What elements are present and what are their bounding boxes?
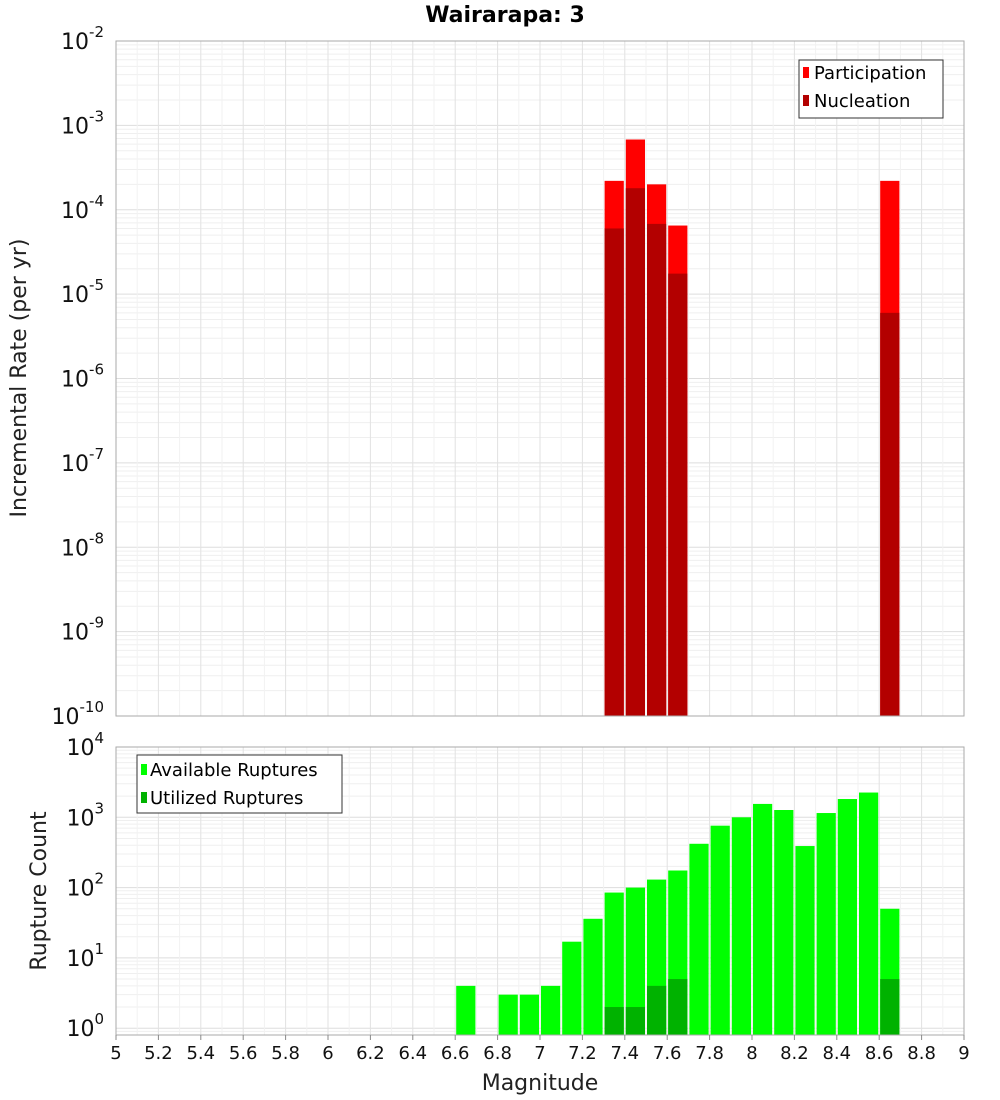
magnitude-x-tick-labels: 5 5.2 5.4 5.6 5.8 6 6.2 6.4 6.6 6.8 7 7.2 7.4 7.6 7.8 8… <box>110 1035 970 1064</box>
x-tick-label: 7 <box>534 1043 545 1064</box>
rate-legend-box <box>798 59 944 119</box>
y-tick-label: 101 <box>66 940 104 972</box>
participation-legend-label: Participation <box>814 63 926 84</box>
available-ruptures-bar <box>731 817 751 1035</box>
chart-title: Wairarapa: 3 <box>425 3 585 28</box>
utilized-ruptures-bar <box>668 979 688 1035</box>
x-axis-title: Magnitude <box>482 1071 599 1096</box>
nucleation-bar <box>625 188 645 717</box>
utilized-legend-swatch <box>141 792 147 803</box>
rate-plot-frame <box>115 40 965 717</box>
available-ruptures-bar <box>753 803 773 1035</box>
x-tick-label: 7.2 <box>568 1043 597 1064</box>
utilized-ruptures-bar <box>625 1007 645 1035</box>
nucleation-bar <box>668 273 688 716</box>
utilized-legend-label: Utilized Ruptures <box>150 788 303 809</box>
available-ruptures-bar <box>562 941 582 1035</box>
count-panel: 100 101 102 103 104 5 5.2 5.4 5.6 5.8 6 6.2 6.4 6.6 6… <box>27 729 970 1096</box>
available-ruptures-bar <box>816 813 836 1035</box>
available-ruptures-bar <box>519 994 539 1035</box>
y-tick-label: 10-5 <box>61 276 104 308</box>
utilized-ruptures-bar <box>880 979 900 1035</box>
count-legend: Available Ruptures Utilized Ruptures <box>136 754 343 814</box>
y-tick-label: 102 <box>66 870 104 902</box>
x-tick-label: 5.8 <box>271 1043 300 1064</box>
y-tick-label: 10-6 <box>61 361 104 393</box>
available-ruptures-bar <box>710 825 730 1035</box>
x-tick-label: 5 <box>110 1043 121 1064</box>
count-y-axis-title: Rupture Count <box>27 811 52 971</box>
available-ruptures-bar <box>837 799 857 1035</box>
x-tick-label: 5.2 <box>144 1043 173 1064</box>
rate-y-axis-title: Incremental Rate (per yr) <box>7 239 32 518</box>
available-legend-swatch <box>141 764 147 775</box>
y-tick-label: 10-10 <box>52 698 105 730</box>
rate-bars <box>604 139 900 717</box>
x-tick-label: 7.8 <box>695 1043 724 1064</box>
available-ruptures-bar <box>795 846 815 1035</box>
count-bars <box>456 792 900 1035</box>
rate-legend: Participation Nucleation <box>798 59 944 119</box>
nucleation-legend-swatch <box>803 95 809 106</box>
count-legend-box <box>136 754 343 814</box>
utilized-ruptures-bar <box>647 985 667 1035</box>
available-ruptures-bar <box>456 985 476 1035</box>
utilized-ruptures-bar <box>604 1007 624 1035</box>
available-ruptures-bar <box>689 843 709 1035</box>
x-tick-label: 5.4 <box>186 1043 215 1064</box>
y-tick-label: 10-2 <box>61 23 104 55</box>
x-tick-label: 8.2 <box>780 1043 809 1064</box>
x-tick-label: 5.6 <box>229 1043 258 1064</box>
available-ruptures-bar <box>625 887 645 1035</box>
x-tick-label: 8.8 <box>907 1043 936 1064</box>
count-y-tick-labels: 100 101 102 103 104 <box>66 729 104 1042</box>
y-tick-label: 100 <box>66 1010 104 1042</box>
nucleation-bar <box>880 312 900 716</box>
nucleation-legend-label: Nucleation <box>814 91 910 112</box>
rate-y-tick-labels: 10-10 10-9 10-8 10-7 10-6 10-5 10-4 10-3 10-2 <box>52 23 105 730</box>
available-ruptures-bar <box>583 918 603 1035</box>
y-tick-label: 10-9 <box>61 614 104 646</box>
available-ruptures-bar <box>859 792 879 1035</box>
y-tick-label: 10-4 <box>61 192 104 224</box>
y-tick-label: 10-3 <box>61 107 104 139</box>
x-tick-label: 6.4 <box>398 1043 427 1064</box>
participation-legend-swatch <box>803 67 809 78</box>
nucleation-bar <box>604 228 624 716</box>
nucleation-bar <box>647 223 667 716</box>
available-ruptures-bar <box>498 994 518 1035</box>
x-tick-label: 8.6 <box>865 1043 894 1064</box>
y-tick-label: 10-8 <box>61 529 104 561</box>
x-tick-label: 6.8 <box>483 1043 512 1064</box>
available-legend-label: Available Ruptures <box>150 760 318 781</box>
y-tick-label: 104 <box>66 729 104 761</box>
x-tick-label: 6.6 <box>441 1043 470 1064</box>
x-tick-label: 7.6 <box>653 1043 682 1064</box>
x-tick-label: 6 <box>322 1043 333 1064</box>
x-tick-label: 8.4 <box>822 1043 851 1064</box>
x-tick-label: 9 <box>958 1043 969 1064</box>
y-tick-label: 103 <box>66 799 104 831</box>
rate-gridlines <box>115 40 965 717</box>
rate-panel: 10-10 10-9 10-8 10-7 10-6 10-5 10-4 10-3 10-2 In… <box>7 23 965 730</box>
available-ruptures-bar <box>604 892 624 1035</box>
x-tick-label: 6.2 <box>356 1043 385 1064</box>
y-tick-label: 10-7 <box>61 445 104 477</box>
available-ruptures-bar <box>774 809 794 1035</box>
x-tick-label: 7.4 <box>610 1043 639 1064</box>
available-ruptures-bar <box>541 985 561 1035</box>
x-tick-label: 8 <box>746 1043 757 1064</box>
